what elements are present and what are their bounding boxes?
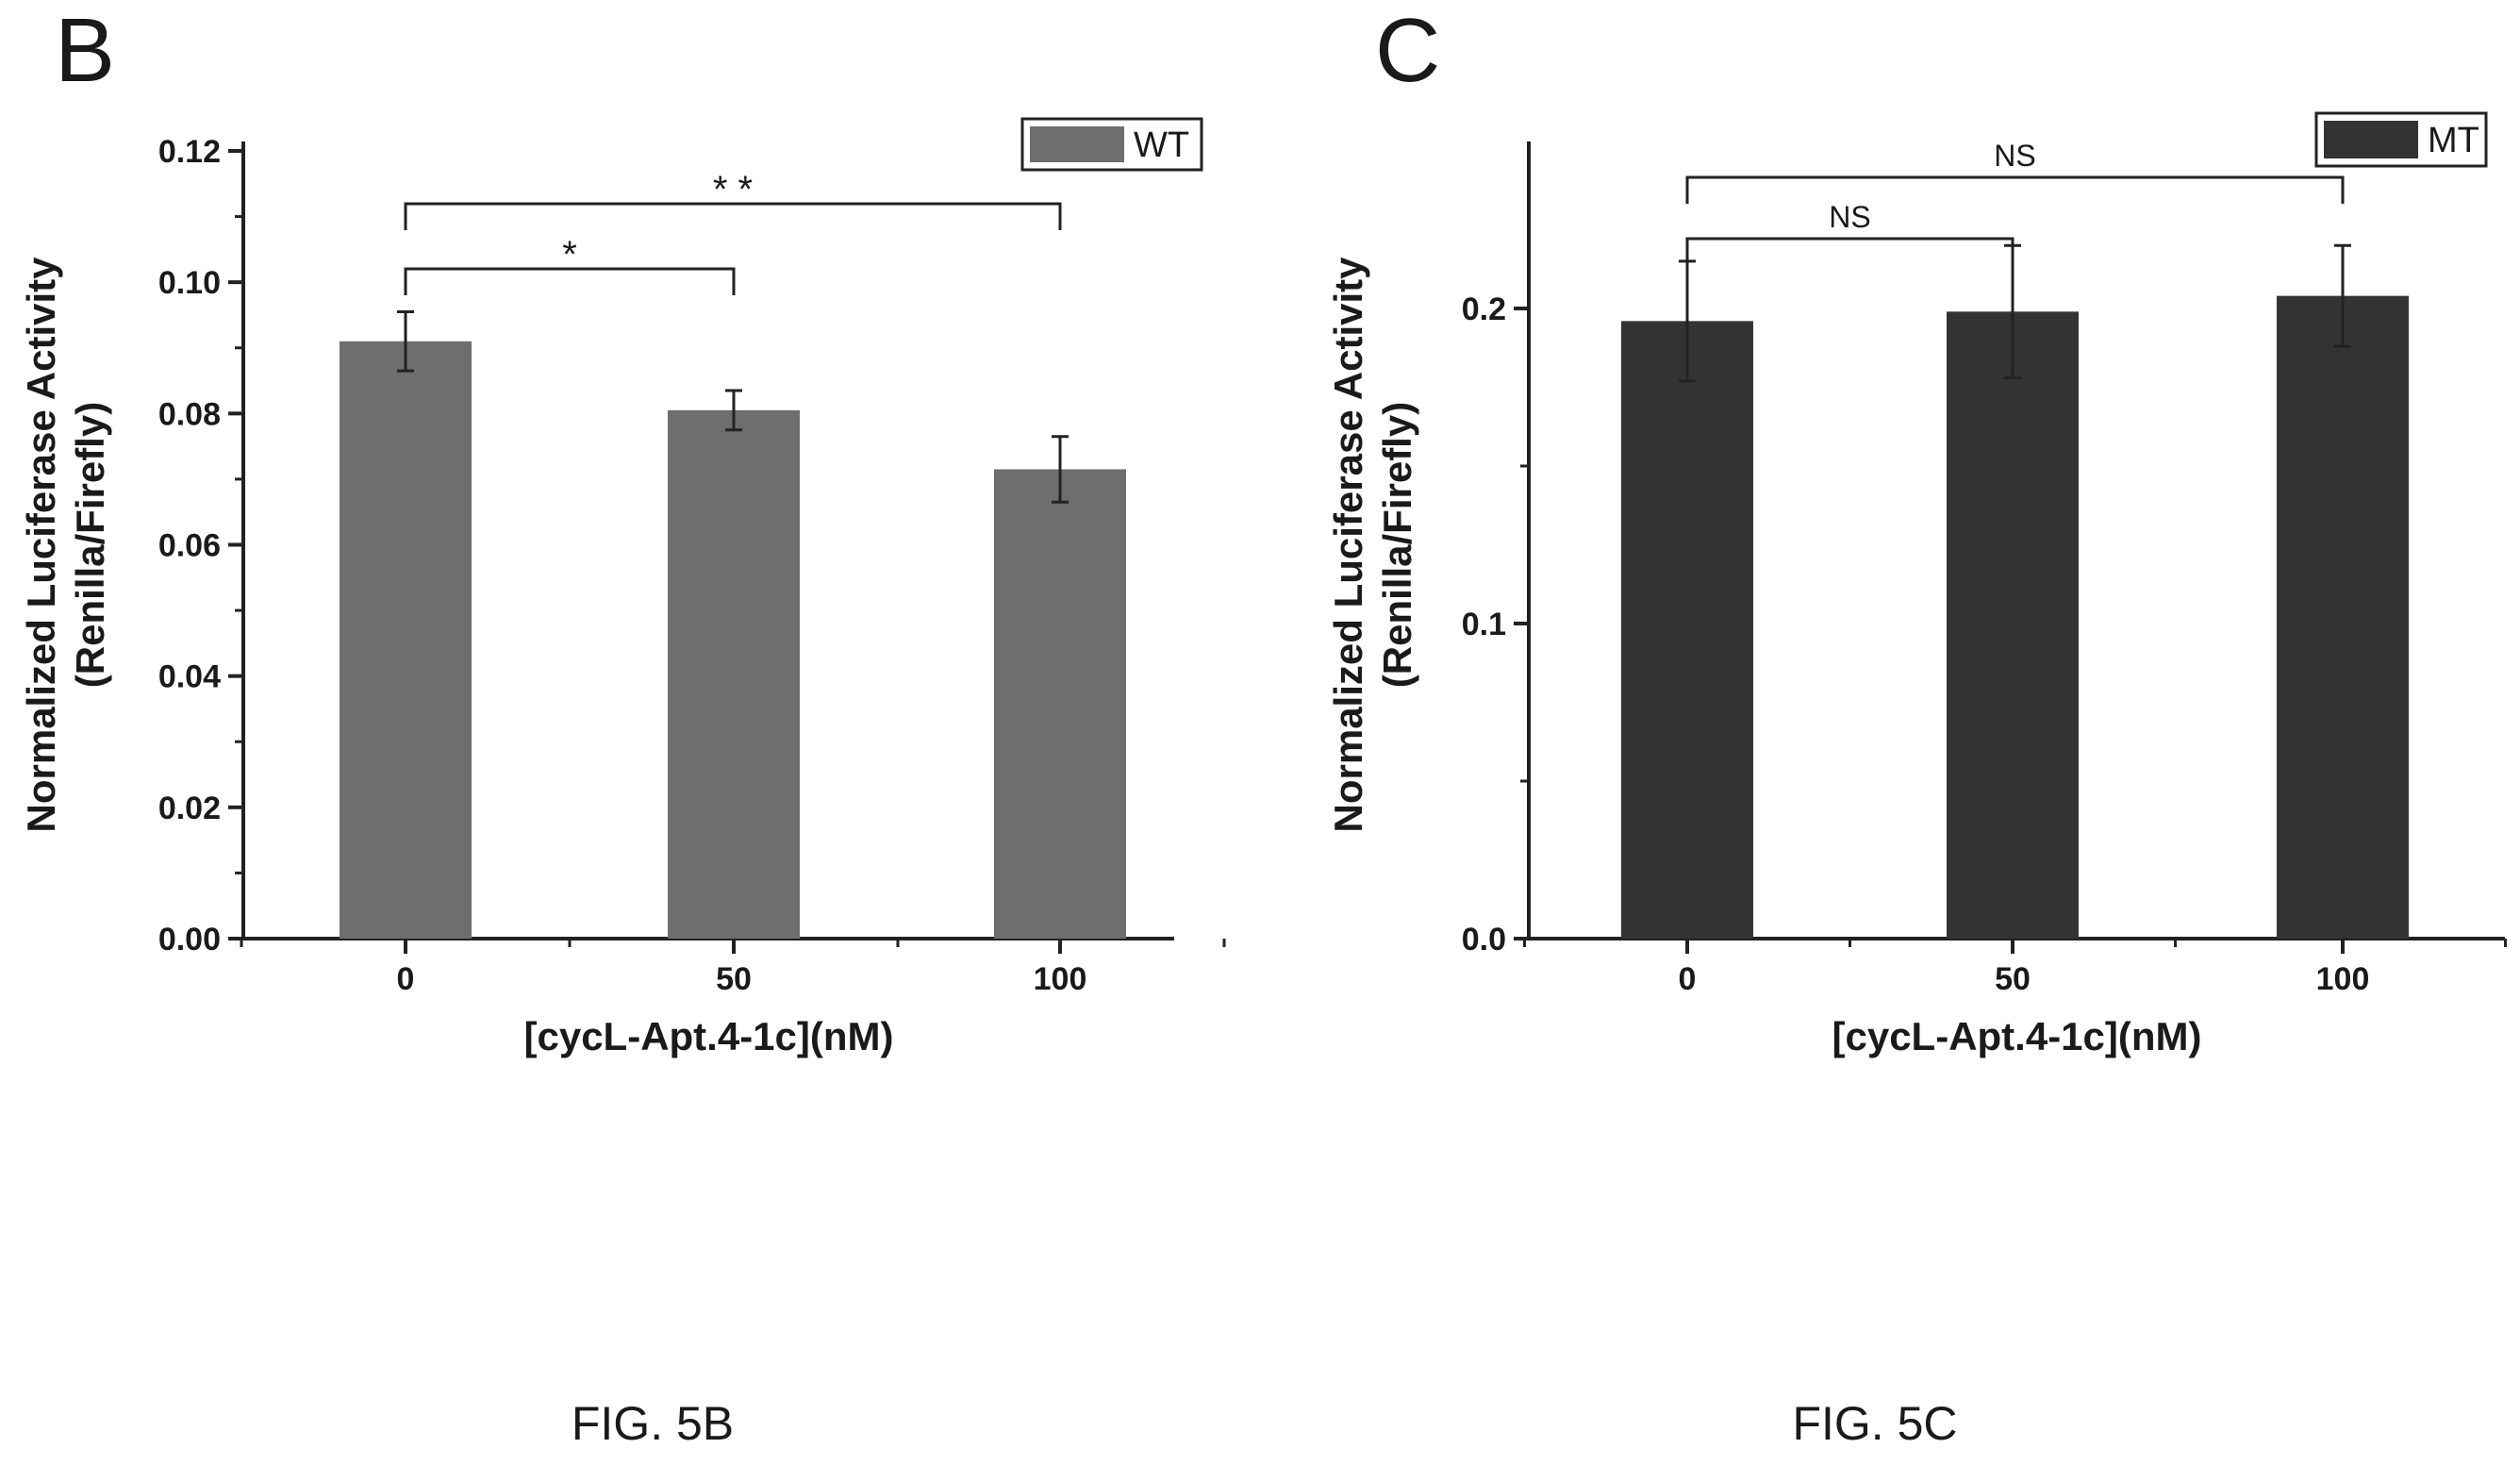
legend-swatch — [1030, 126, 1124, 162]
bar — [1621, 321, 1753, 939]
significance-bracket — [1685, 175, 2345, 204]
x-tick-label: 50 — [716, 961, 752, 997]
significance-label: * * — [713, 169, 753, 210]
y-tick-label: 0.04 — [158, 659, 221, 695]
y-tick-label: 0.12 — [158, 134, 221, 170]
figure-caption: FIG. 5C — [1792, 1397, 1958, 1450]
significance-label: NS — [1994, 139, 2035, 173]
panel-letter: B — [55, 0, 116, 101]
y-tick-label: 0.06 — [158, 528, 221, 564]
significance-bracket — [404, 267, 736, 295]
y-tick-label: 0.02 — [158, 791, 221, 826]
legend-label: MT — [2428, 121, 2479, 160]
figure-5c: 0.0 0.1 0.2 0 50 100 NS NS MT [cycL-Apt.4-1c](nM)… — [1260, 0, 2520, 1465]
significance-label: NS — [1829, 200, 1870, 234]
significance-bracket — [1685, 237, 2014, 265]
y-tick-label: 0.2 — [1462, 291, 1506, 327]
y-axis-title: Normalized Luciferase Activity — [1326, 257, 1370, 833]
y-axis-subtitle: (Renilla/Firefly) — [68, 402, 112, 688]
legend-swatch — [2324, 121, 2418, 158]
y-tick-label: 0.1 — [1462, 607, 1506, 642]
y-tick-label: 0.00 — [158, 922, 221, 957]
figure-5b: 0.00 0.02 0.04 0.06 0.08 0.10 0.12 0 50 100 * * * WT… — [19, 0, 1226, 1450]
panel-letter: C — [1375, 0, 1441, 101]
bar — [668, 409, 800, 940]
bar — [340, 341, 472, 940]
bar — [2277, 295, 2409, 939]
y-axis-title: Normalized Luciferase Activity — [19, 257, 63, 833]
significance-label: * — [562, 234, 577, 275]
x-tick-label: 100 — [2316, 961, 2370, 997]
y-tick-label: 0.08 — [158, 396, 221, 432]
legend-label: WT — [1134, 125, 1189, 165]
x-tick-label: 0 — [397, 961, 415, 997]
chart-5c: 0.0 0.1 0.2 0 50 100 NS NS MT [cycL-Apt.4-1c](nM)… — [1326, 111, 2507, 1058]
significance-bracket — [404, 202, 1062, 230]
chart-5b: 0.00 0.02 0.04 0.06 0.08 0.10 0.12 0 50 100 * * * WT… — [19, 117, 1226, 1058]
x-tick-label: 100 — [1034, 961, 1087, 997]
y-tick-label: 0.10 — [158, 265, 221, 301]
x-axis-title: [cycL-Apt.4-1c](nM) — [1832, 1014, 2201, 1058]
figure-caption: FIG. 5B — [571, 1397, 735, 1450]
y-tick-label: 0.0 — [1462, 922, 1506, 957]
x-tick-label: 50 — [1995, 961, 2031, 997]
y-axis-subtitle: (Renilla/Firefly) — [1375, 402, 1419, 688]
bar — [994, 469, 1126, 939]
bar — [1947, 311, 2079, 940]
x-axis-title: [cycL-Apt.4-1c](nM) — [523, 1014, 893, 1058]
x-tick-label: 0 — [1679, 961, 1697, 997]
